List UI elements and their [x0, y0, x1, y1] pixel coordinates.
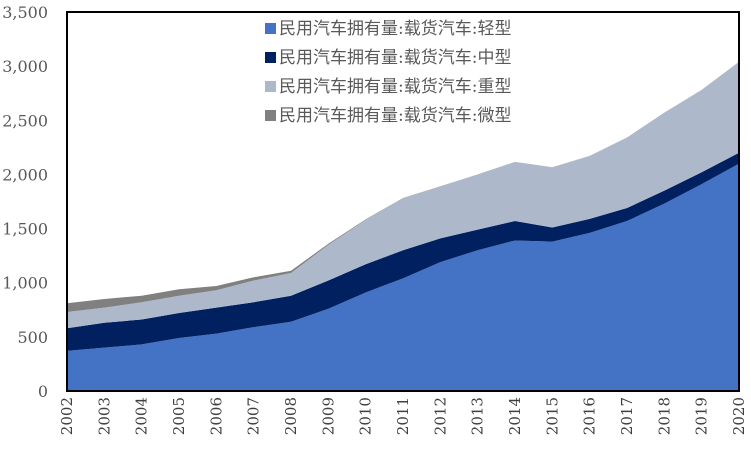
x-tick-label: 2016	[581, 397, 599, 435]
area-series-1	[67, 152, 739, 351]
x-tick-label: 2010	[357, 397, 375, 435]
x-tick-label: 2013	[469, 397, 487, 435]
x-tick-label: 2005	[170, 397, 188, 435]
x-tick-label: 2012	[431, 397, 449, 435]
legend-swatch	[265, 52, 276, 63]
x-tick-label: 2009	[319, 397, 337, 435]
x-tick-label: 2014	[506, 397, 524, 435]
areas	[67, 61, 739, 391]
x-axis: 2002 2003 2004 2005 2006 2007 2008 2009 2010 2011…	[58, 397, 748, 435]
legend-swatch	[265, 23, 276, 34]
x-tick-label: 2018	[655, 397, 673, 435]
y-tick-label: 3,500	[2, 3, 48, 22]
y-tick-label: 2,000	[2, 165, 48, 184]
x-tick-label: 2008	[282, 397, 300, 435]
area-series-2	[67, 61, 739, 329]
y-tick-label: 3,000	[2, 57, 48, 76]
x-tick-label: 2002	[58, 397, 76, 435]
legend-label: 民用汽车拥有量:载货汽车:轻型	[279, 19, 511, 39]
x-tick-label: 2011	[394, 397, 412, 435]
x-tick-label: 2017	[618, 397, 636, 435]
x-tick-label: 2003	[95, 397, 113, 435]
x-tick-label: 2007	[245, 397, 263, 435]
x-tick-label: 2019	[693, 397, 711, 435]
x-tick-label: 2015	[543, 397, 561, 435]
legend-swatch	[265, 81, 276, 92]
x-tick-label: 2006	[207, 397, 225, 435]
legend-label: 民用汽车拥有量:载货汽车:中型	[279, 48, 511, 68]
legend-label: 民用汽车拥有量:载货汽车:重型	[279, 77, 511, 97]
y-tick-label: 1,500	[2, 220, 48, 239]
x-tick-label: 2004	[133, 397, 151, 435]
area-series-0	[67, 163, 739, 391]
y-tick-label: 500	[17, 328, 48, 347]
y-tick-label: 1,000	[2, 274, 48, 293]
y-tick-label: 2,500	[2, 111, 48, 130]
legend-swatch	[265, 110, 276, 121]
legend-label: 民用汽车拥有量:载货汽车:微型	[279, 106, 511, 126]
y-axis: 0 500 1,000 1,500 2,000 2,500 3,000 3,500	[2, 3, 48, 401]
y-tick-label: 0	[38, 382, 48, 401]
plot-frame	[66, 11, 740, 392]
x-tick-label: 2020	[730, 397, 748, 435]
legend-background	[258, 16, 548, 128]
legend: 民用汽车拥有量:载货汽车:轻型民用汽车拥有量:载货汽车:中型民用汽车拥有量:载货…	[258, 16, 548, 128]
